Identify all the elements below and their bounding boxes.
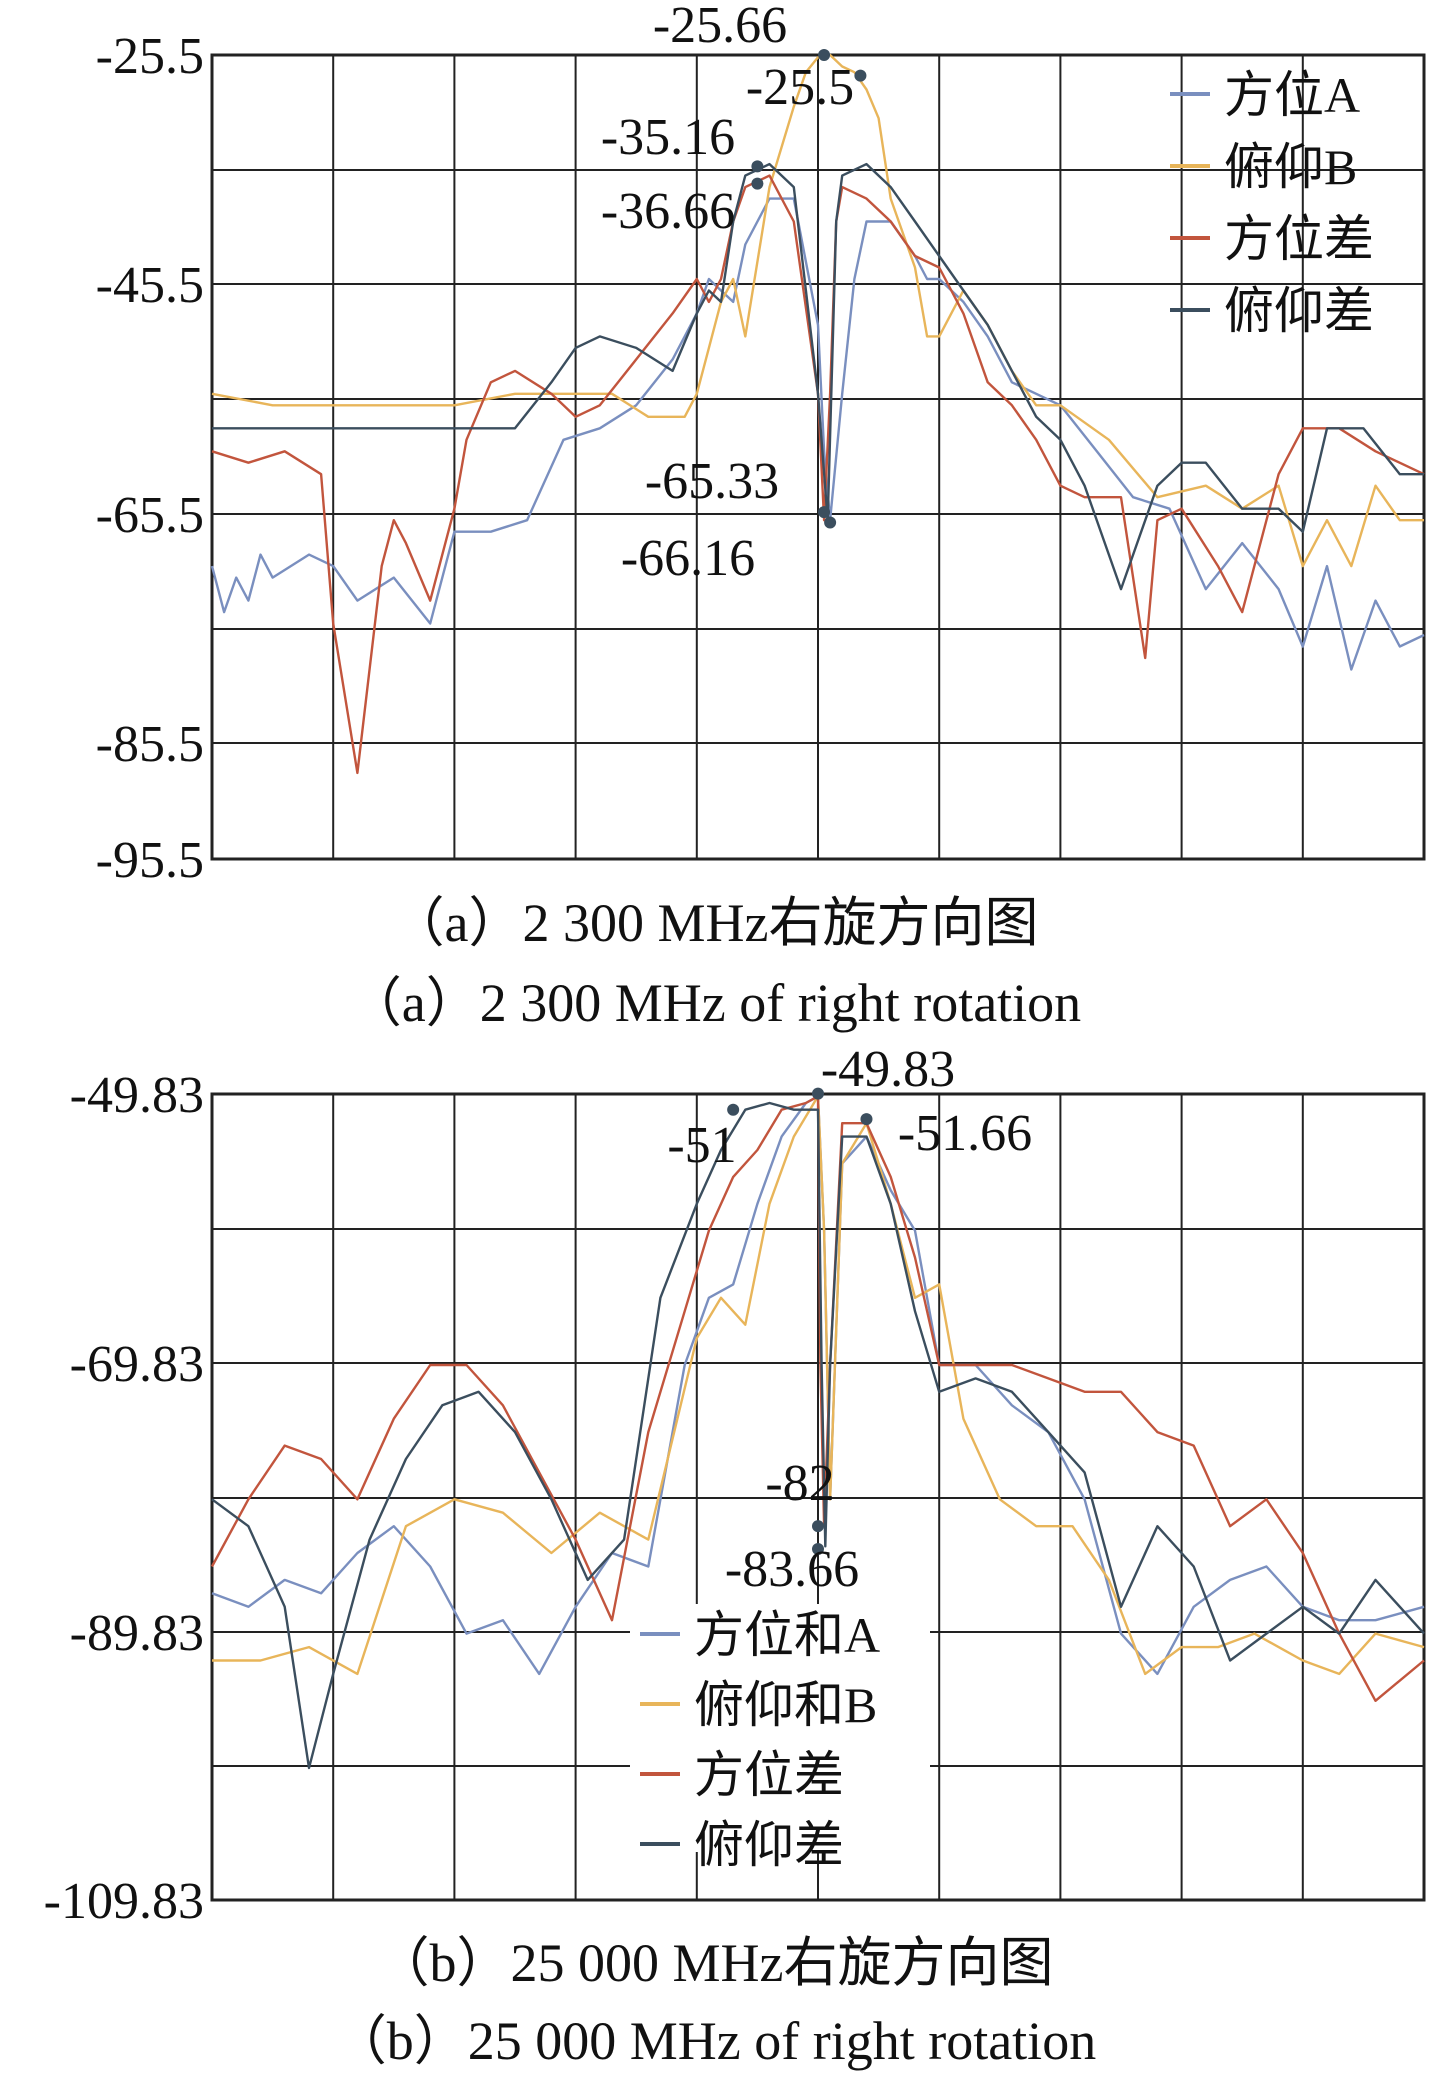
series-line-方位A	[210, 197, 1425, 671]
y-tick-label: -69.83	[70, 1336, 204, 1393]
caption-a-chinese: （a）2 300 MHz右旋方向图	[390, 893, 1039, 953]
legend-label: 俯仰和B	[694, 1677, 877, 1733]
data-label: -25.5	[746, 59, 854, 116]
caption-b-chinese: （b）25 000 MHz右旋方向图	[375, 1933, 1054, 1993]
series-line-俯仰B	[211, 53, 1424, 568]
y-tick-label: -109.83	[44, 1873, 204, 1930]
data-point-marker	[751, 177, 764, 190]
y-tick-label: -85.5	[96, 716, 204, 773]
y-tick-label: -95.5	[96, 832, 204, 889]
legend-label: 方位差	[694, 1747, 844, 1803]
y-tick-label: -25.5	[96, 28, 204, 85]
panel-b: -49.83 -51 -51.66 -82 -83.66 -49.83 -69.83 -89…	[44, 1041, 1426, 1930]
legend-label: 方位差	[1224, 211, 1374, 267]
plot-b-y-tick-labels: -49.83 -69.83 -89.83 -109.83	[44, 1067, 204, 1930]
panel-a: -25.66-25.5-35.16-36.66-65.33-66.16 -25.…	[96, 0, 1426, 889]
data-point-marker	[812, 1542, 824, 1555]
data-label: -82	[765, 1455, 834, 1512]
data-point-marker	[751, 160, 764, 173]
legend-label: 方位A	[1224, 67, 1360, 123]
data-label: -65.33	[645, 453, 779, 510]
data-label: -36.66	[601, 183, 735, 240]
data-label: -51.66	[898, 1105, 1032, 1162]
legend-label: 方位和A	[694, 1607, 880, 1663]
data-label: -66.16	[621, 530, 755, 587]
data-point-marker	[854, 69, 867, 82]
series-line-俯仰和B	[212, 1095, 1425, 1676]
legend-label: 俯仰差	[694, 1817, 844, 1873]
caption-b-english: （b）25 000 MHz of right rotation	[332, 2011, 1097, 2071]
data-label: -49.83	[821, 1041, 955, 1098]
data-label: -51	[667, 1117, 736, 1174]
plot-b-series	[210, 1095, 1425, 1770]
data-point-marker	[824, 516, 837, 529]
legend-background	[630, 1604, 930, 1852]
plot-a-series	[210, 53, 1425, 775]
data-point-marker	[818, 506, 831, 519]
y-tick-label: -89.83	[70, 1605, 204, 1662]
data-point-marker	[727, 1103, 740, 1116]
plot-b-markers: -49.83 -51 -51.66 -82 -83.66	[667, 1041, 1032, 1598]
data-point-marker	[860, 1113, 873, 1126]
plot-a-y-tick-labels: -25.5 -45.5 -65.5 -85.5 -95.5	[96, 28, 204, 889]
data-label: -83.66	[725, 1541, 859, 1598]
y-tick-label: -65.5	[96, 487, 204, 544]
data-label: -25.66	[653, 0, 787, 54]
series-line-方位差	[211, 174, 1425, 775]
y-tick-label: -49.83	[70, 1067, 204, 1124]
data-point-marker	[812, 1087, 824, 1100]
legend-label: 俯仰差	[1224, 283, 1374, 339]
series-line-俯仰差	[212, 162, 1424, 591]
data-point-marker	[818, 49, 831, 61]
y-tick-label: -45.5	[96, 257, 204, 314]
plot-a-markers: -25.66-25.5-35.16 -36.66 -65.33 -66.16	[601, 0, 867, 587]
legend-label: 俯仰B	[1224, 139, 1357, 195]
caption-a-english: （a）2 300 MHz of right rotation	[347, 973, 1082, 1033]
data-point-marker	[812, 1520, 824, 1533]
data-label: -35.16	[601, 109, 735, 166]
series-line-俯仰差	[211, 1101, 1425, 1770]
